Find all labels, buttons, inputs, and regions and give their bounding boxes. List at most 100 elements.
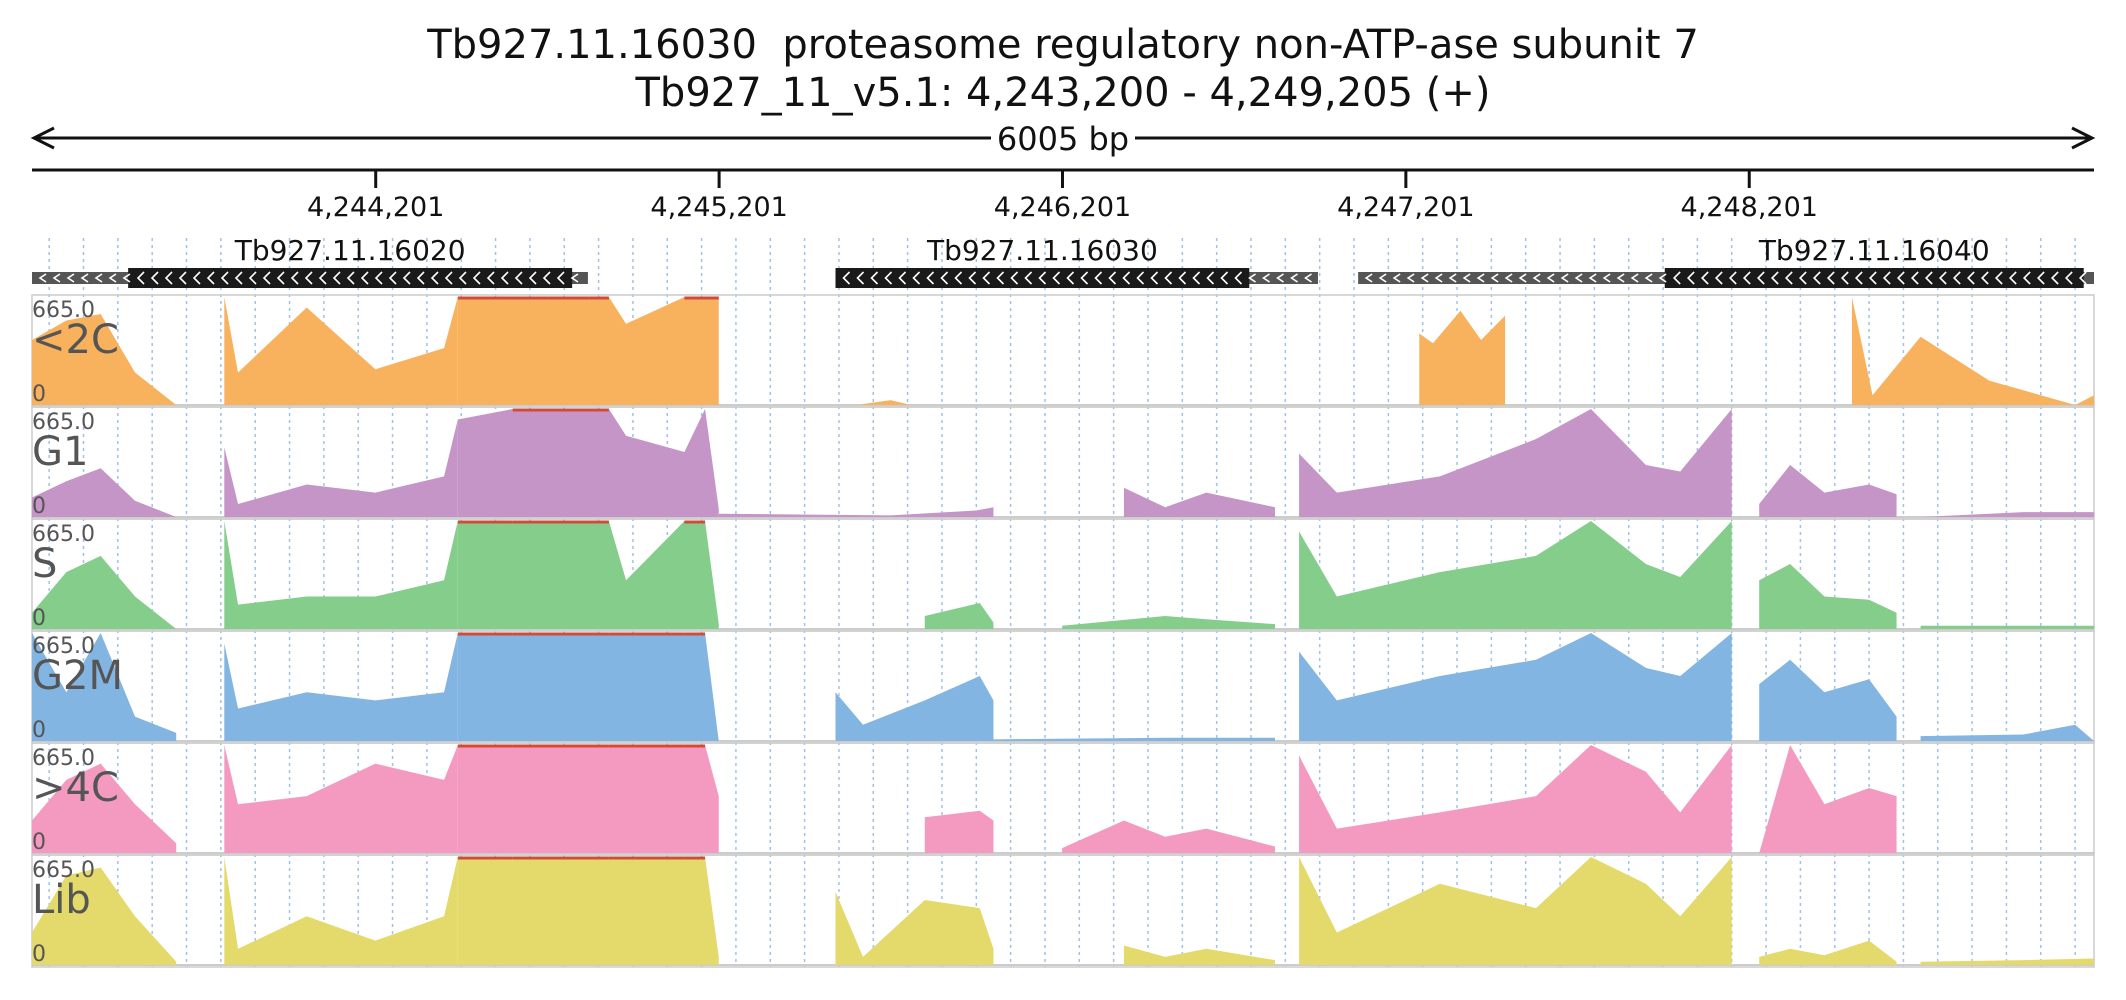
track-ymax-label: 665.0	[32, 410, 95, 435]
track-name: <2C	[32, 317, 119, 363]
coverage-area	[1299, 857, 1732, 965]
gene-strand-chevron	[234, 271, 243, 285]
track-name: S	[32, 541, 57, 587]
track-ymax-label: 665.0	[32, 298, 95, 323]
gene-strand-chevron	[1420, 273, 1429, 283]
coverage-area	[1062, 820, 1276, 853]
ruler-tick-label: 4,248,201	[1681, 192, 1818, 223]
gene-strand-chevron	[52, 273, 61, 283]
gene-strand-chevron	[220, 271, 229, 285]
coverage-area	[457, 521, 719, 629]
gene-strand-chevron	[346, 271, 355, 285]
coverage-area	[457, 633, 719, 741]
gene-strand-chevron	[556, 271, 565, 285]
gene-strand-chevron	[898, 271, 907, 285]
coverage-area	[835, 891, 994, 965]
coverage-area	[457, 857, 719, 965]
track-frame	[31, 854, 2095, 968]
track-ymax-label: 665.0	[32, 522, 95, 547]
coverage-area	[1062, 616, 1276, 629]
gene-strand-chevron	[1729, 271, 1737, 285]
gene-label: Tb927.11.16020	[234, 234, 466, 267]
coverage-area	[1759, 745, 1897, 853]
gene-strand-chevron	[1687, 271, 1695, 285]
coverage-area	[457, 297, 719, 405]
coverage-area	[457, 745, 719, 853]
coverage-area	[32, 468, 177, 517]
gene-strand-chevron	[2065, 271, 2073, 285]
coverage-area	[457, 409, 719, 517]
gene-strand-chevron	[276, 271, 285, 285]
coverage-area	[1299, 745, 1732, 853]
gene-strand-chevron	[1799, 271, 1807, 285]
ruler-tick-label: 4,246,201	[994, 192, 1131, 223]
track-ymin-label: 0	[32, 942, 46, 967]
gene-strand-chevron	[122, 273, 131, 283]
track-ymax-label: 665.0	[32, 746, 95, 771]
gene-strand-chevron	[982, 271, 991, 285]
gene-strand-chevron	[1392, 273, 1401, 283]
gene-strand-chevron	[1981, 271, 1989, 285]
gene-strand-chevron	[1743, 271, 1751, 285]
gene-strand-chevron	[430, 271, 439, 285]
gene-strand-chevron	[150, 271, 159, 285]
coverage-area	[224, 857, 458, 965]
gene-strand-chevron	[1925, 271, 1933, 285]
gene-strand-chevron	[444, 271, 453, 285]
coverage-area	[224, 297, 458, 405]
coverage-area	[1920, 958, 2094, 965]
track-name: Lib	[32, 877, 91, 923]
gene-strand-chevron	[1715, 271, 1723, 285]
gene-strand-chevron	[2037, 271, 2045, 285]
coverage-area	[1759, 940, 1897, 965]
gene-strand-chevron	[1560, 273, 1569, 283]
gene-strand-chevron	[1588, 273, 1597, 283]
gene-strand-chevron	[1378, 273, 1387, 283]
gene-strand-chevron	[528, 271, 537, 285]
gene-strand-chevron	[842, 271, 851, 285]
gene-strand-chevron	[1136, 271, 1145, 285]
coverage-area	[856, 400, 912, 405]
gene-strand-chevron	[1406, 273, 1415, 283]
gene-strand-chevron	[570, 273, 579, 283]
gene-strand-chevron	[996, 271, 1005, 285]
gene-strand-chevron	[388, 271, 397, 285]
gene-strand-chevron	[192, 271, 201, 285]
track-name: G1	[32, 429, 88, 475]
coverage-area	[1920, 625, 2094, 629]
gene-strand-chevron	[1939, 271, 1947, 285]
span-label: 6005 bp	[997, 120, 1129, 158]
ruler-tick-label: 4,244,201	[307, 192, 444, 223]
gene-strand-chevron	[1504, 273, 1513, 283]
gene-strand-chevron	[178, 271, 187, 285]
coverage-area	[32, 314, 177, 405]
gene-strand-chevron	[94, 273, 103, 283]
gene-strand-chevron	[262, 271, 271, 285]
gene-strand-chevron	[1771, 271, 1779, 285]
gene-strand-chevron	[1192, 271, 1201, 285]
coverage-area	[1851, 297, 2094, 405]
coverage-area	[924, 603, 994, 629]
gene-strand-chevron	[1855, 271, 1863, 285]
gene-strand-chevron	[2009, 271, 2017, 285]
gene-strand-chevron	[1616, 273, 1625, 283]
coverage-area	[1759, 564, 1897, 629]
gene-strand-chevron	[1995, 271, 2003, 285]
gene-strand-chevron	[318, 271, 327, 285]
gene-strand-chevron	[1220, 271, 1229, 285]
gene-strand-chevron	[912, 271, 921, 285]
track-ymin-label: 0	[32, 494, 46, 519]
gene-strand-chevron	[486, 271, 495, 285]
gene-strand-chevron	[1038, 271, 1047, 285]
coverage-area	[1123, 945, 1276, 965]
gene-strand-chevron	[1701, 271, 1709, 285]
gene-strand-chevron	[856, 271, 865, 285]
gene-strand-chevron	[402, 271, 411, 285]
gene-strand-chevron	[1476, 273, 1485, 283]
gene-strand-chevron	[1276, 273, 1284, 283]
gene-strand-chevron	[416, 271, 425, 285]
gene-strand-chevron	[1967, 271, 1975, 285]
coverage-area	[718, 507, 994, 517]
span-arrowhead-right	[2071, 126, 2096, 150]
